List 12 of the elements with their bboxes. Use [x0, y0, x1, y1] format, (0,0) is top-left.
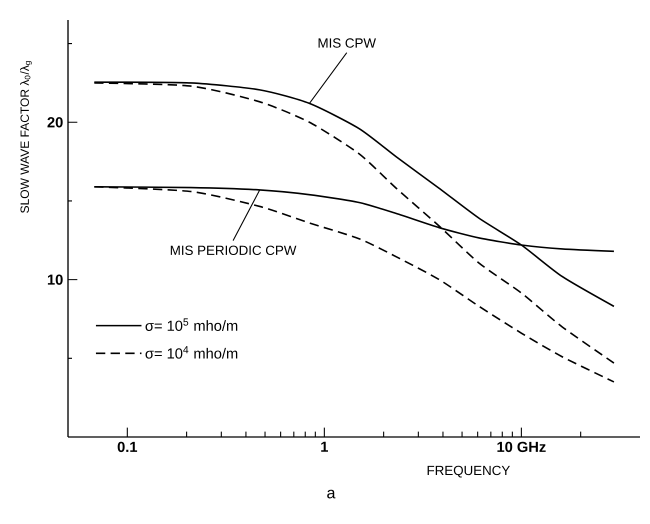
- annotation: MIS PERIODIC CPW: [170, 246, 296, 256]
- legend-label: σ= 10$^{5}$ mho/m: [146, 318, 238, 331]
- annotation: MIS CPW: [318, 38, 376, 48]
- y-tick-label: 20: [47, 117, 63, 128]
- x-axis-title: FREQUENCY: [428, 466, 510, 478]
- x-tick-label: 1: [321, 442, 328, 452]
- x-tick-label: 0.1: [118, 442, 138, 452]
- y-axis-title: SLOW WAVE FACTOR λ$_{0}$/λ$_{g}$: [20, 61, 32, 213]
- text: a: [327, 490, 336, 498]
- y-tick-label: 10: [48, 274, 63, 285]
- legend-label: σ= 10$^{4}$ mho/m: [146, 346, 238, 359]
- x-tick-label: 10 GHz: [497, 442, 546, 452]
